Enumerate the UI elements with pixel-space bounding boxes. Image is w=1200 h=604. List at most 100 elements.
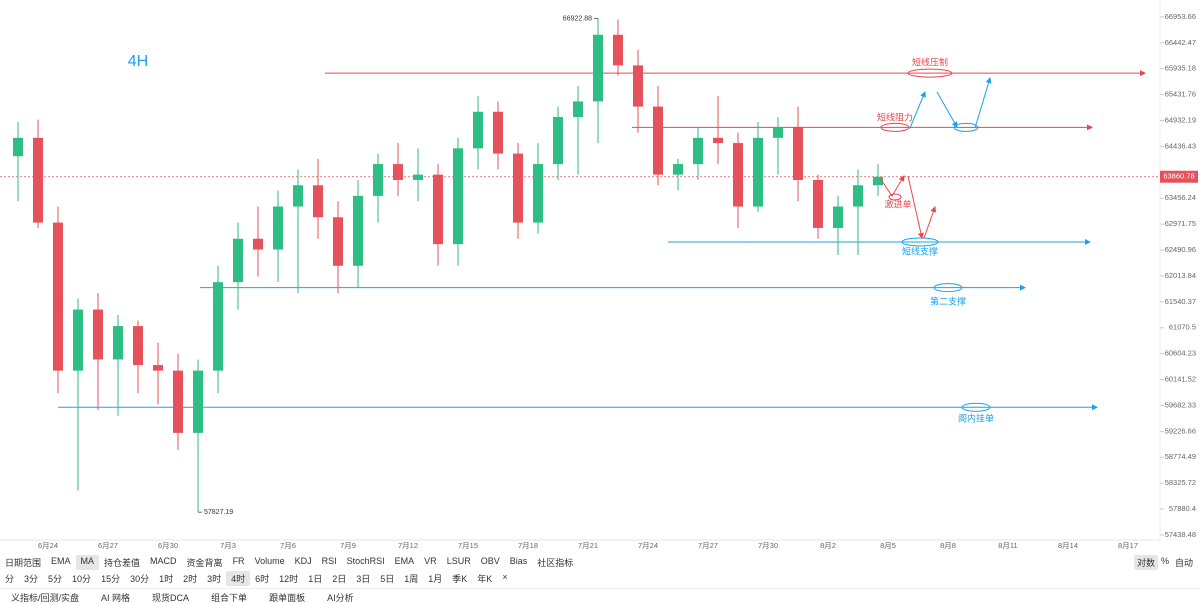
candle-body bbox=[253, 238, 263, 250]
grid: 66953.66 66442.47 65935.18 65431.76 64932.19… bbox=[38, 12, 1196, 550]
y-tick-label: 60141.52 bbox=[1165, 375, 1196, 384]
toolbar-item[interactable]: 6时 bbox=[255, 574, 270, 584]
candle-body bbox=[833, 206, 843, 228]
y-tick-label: 58325.72 bbox=[1165, 478, 1196, 487]
level-ellipse bbox=[907, 68, 953, 78]
toolbar-item[interactable]: 年K bbox=[477, 574, 493, 584]
toolbar-item[interactable]: 1月 bbox=[428, 574, 443, 584]
toolbar-item[interactable]: 10分 bbox=[72, 574, 92, 584]
y-tick-label: 66953.66 bbox=[1165, 12, 1196, 21]
toolbar-item[interactable]: AI 网格 bbox=[101, 593, 131, 603]
toolbar-item[interactable]: Volume bbox=[254, 556, 285, 566]
candle-body bbox=[613, 34, 623, 66]
toolbar-item[interactable]: 组合下单 bbox=[211, 593, 248, 603]
toolbar-item[interactable]: LSUR bbox=[446, 556, 471, 566]
toolbar-item[interactable]: 跟单面板 bbox=[269, 593, 306, 603]
toolbar-item[interactable]: Bias bbox=[509, 556, 528, 566]
x-tick-label: 7月18 bbox=[518, 541, 538, 550]
toolbar-item[interactable]: 3时 bbox=[207, 574, 222, 584]
toolbar: 日期范围 EMA MA 持仓差值 MACD 资金背离 FR Volume KDJ RSI Stoch… bbox=[0, 553, 1200, 603]
toolbar-item[interactable]: 1日 bbox=[308, 574, 323, 584]
toolbar-item[interactable]: 分 bbox=[5, 574, 15, 584]
scale-options: 对数% 自动 bbox=[1133, 555, 1196, 570]
arrow bbox=[974, 77, 992, 129]
toolbar-item[interactable]: 对数 bbox=[1133, 555, 1158, 570]
y-tick-label: 58774.49 bbox=[1165, 452, 1196, 461]
candle-body bbox=[733, 143, 743, 207]
candle-body bbox=[873, 176, 883, 186]
indicator-row: 日期范围 EMA MA 持仓差值 MACD 资金背离 FR Volume KDJ RSI Stoch… bbox=[0, 555, 578, 570]
toolbar-item[interactable]: % bbox=[1160, 556, 1169, 566]
candle-body bbox=[73, 309, 83, 371]
y-tick-label: 63456.24 bbox=[1165, 193, 1196, 202]
y-tick-label: 57438.48 bbox=[1165, 530, 1196, 539]
y-tick-label: 59682.33 bbox=[1165, 400, 1196, 409]
toolbar-item[interactable]: 30分 bbox=[130, 574, 150, 584]
toolbar-item[interactable]: 12时 bbox=[279, 574, 299, 584]
arrow bbox=[909, 91, 926, 129]
toolbar-item[interactable]: StochRSI bbox=[346, 556, 385, 566]
candle-body bbox=[293, 185, 303, 207]
toolbar-item[interactable]: 4时 bbox=[226, 571, 251, 586]
toolbar-item[interactable]: 5分 bbox=[48, 574, 63, 584]
toolbar-item[interactable]: 5日 bbox=[380, 574, 395, 584]
candle-body bbox=[493, 111, 503, 154]
candle-body bbox=[313, 185, 323, 218]
x-tick-label: 7月27 bbox=[698, 541, 718, 550]
x-tick-label: 8月5 bbox=[880, 541, 896, 550]
annotation-arrows bbox=[879, 77, 992, 239]
y-tick-label: 64932.19 bbox=[1165, 115, 1196, 124]
toolbar-item[interactable]: 15分 bbox=[101, 574, 121, 584]
toolbar-item[interactable]: 日期范围 bbox=[5, 558, 42, 568]
toolbar-item[interactable]: MA bbox=[75, 555, 100, 570]
toolbar-item[interactable]: EMA bbox=[51, 556, 71, 566]
arrow bbox=[923, 206, 937, 239]
toolbar-item[interactable]: × bbox=[502, 572, 508, 582]
y-tick-label: 60604.23 bbox=[1165, 349, 1196, 358]
x-tick-label: 8月14 bbox=[1058, 541, 1078, 550]
toolbar-item[interactable]: 社区指标 bbox=[537, 558, 574, 568]
candle-body bbox=[93, 309, 103, 360]
toolbar-item[interactable]: OBV bbox=[480, 556, 500, 566]
candle-body bbox=[413, 174, 423, 180]
x-tick-label: 8月17 bbox=[1118, 541, 1138, 550]
arrow bbox=[879, 175, 905, 197]
toolbar-item[interactable]: 自动 bbox=[1174, 558, 1193, 568]
toolbar-item[interactable]: KDJ bbox=[294, 556, 312, 566]
toolbar-item[interactable]: 1时 bbox=[159, 574, 174, 584]
toolbar-item[interactable]: 现货DCA bbox=[152, 593, 190, 603]
candle-body bbox=[353, 195, 363, 266]
toolbar-item[interactable]: 持仓差值 bbox=[104, 558, 141, 568]
toolbar-item[interactable]: FR bbox=[232, 556, 245, 566]
toolbar-item[interactable]: 2时 bbox=[183, 574, 198, 584]
candle-body bbox=[713, 137, 723, 144]
toolbar-item[interactable]: 资金背离 bbox=[186, 558, 223, 568]
candle-body bbox=[593, 34, 603, 102]
toolbar-item[interactable]: 3日 bbox=[356, 574, 371, 584]
x-tick-label: 8月8 bbox=[940, 541, 956, 550]
toolbar-item[interactable]: VR bbox=[424, 556, 437, 566]
toolbar-item[interactable]: 义指标/回测/实盘 bbox=[11, 593, 80, 603]
timeframe-label: 4H bbox=[128, 53, 148, 70]
tool-row: 义指标/回测/实盘 AI 网格 现货DCA 组合下单 跟单面板 AI分析 bbox=[0, 588, 1200, 604]
y-tick-label: 61540.37 bbox=[1165, 297, 1196, 306]
toolbar-item[interactable]: 3分 bbox=[24, 574, 39, 584]
toolbar-item[interactable]: 1周 bbox=[404, 574, 419, 584]
candle-body bbox=[773, 127, 783, 138]
candle-body bbox=[233, 238, 243, 283]
toolbar-item[interactable]: AI分析 bbox=[327, 593, 354, 603]
candle-body bbox=[273, 206, 283, 250]
note: 激进单 bbox=[884, 198, 911, 209]
y-tick-label: 59226.66 bbox=[1165, 426, 1196, 435]
y-tick-label: 62971.75 bbox=[1165, 219, 1196, 228]
candle-body bbox=[33, 137, 43, 223]
toolbar-item[interactable]: RSI bbox=[321, 556, 337, 566]
y-tick-label: 61070.5 bbox=[1169, 323, 1196, 332]
x-tick-label: 7月12 bbox=[398, 541, 418, 550]
x-tick-label: 7月15 bbox=[458, 541, 478, 550]
toolbar-item[interactable]: 2日 bbox=[332, 574, 347, 584]
toolbar-item[interactable]: MACD bbox=[150, 556, 177, 566]
toolbar-item[interactable]: 季K bbox=[452, 574, 468, 584]
toolbar-item[interactable]: EMA bbox=[394, 556, 415, 566]
candle-body bbox=[753, 137, 763, 207]
